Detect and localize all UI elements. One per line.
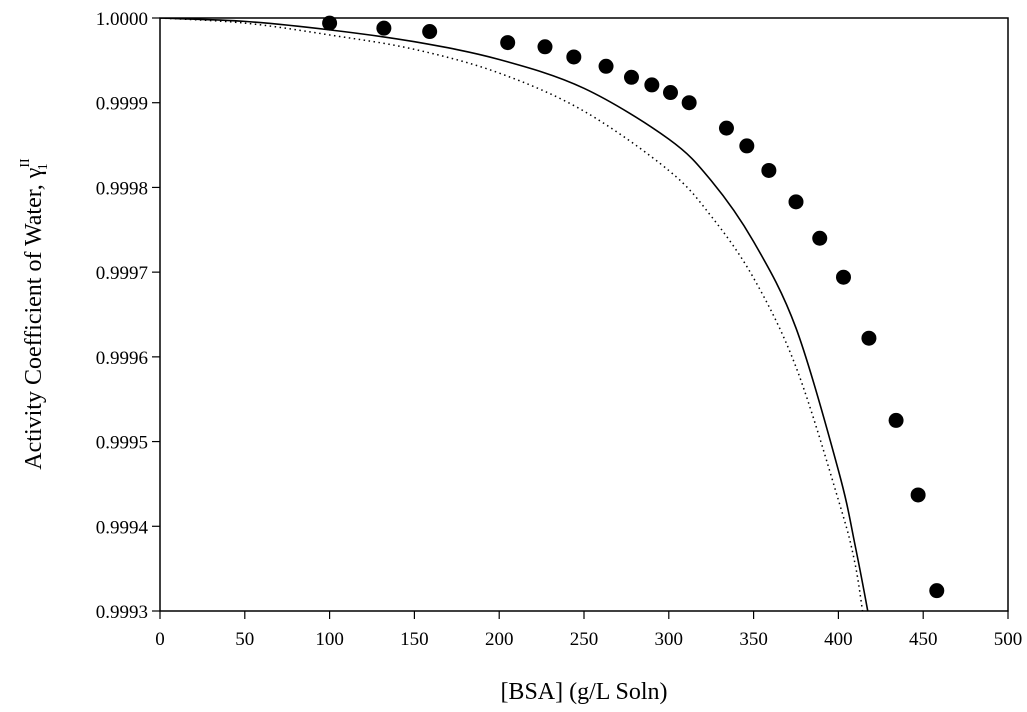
data-point [812, 230, 828, 246]
x-axis-title: [BSA] (g/L Soln) [500, 679, 667, 705]
data-point [861, 330, 877, 346]
x-tick-label: 150 [400, 629, 429, 650]
plot-frame [159, 17, 1009, 612]
data-point [623, 69, 639, 85]
y-axis-title-main: Activity Coefficient of Water, γ [21, 167, 47, 469]
series-layer [160, 15, 945, 611]
dotted-curve [160, 18, 885, 611]
y-tick-labels: 0.9993 0.9994 0.9995 0.9996 0.9997 0.9998 0.99… [96, 9, 149, 623]
data-point [718, 120, 734, 136]
data-point [761, 162, 777, 178]
x-tick-label: 350 [739, 629, 768, 650]
y-tick-label: 0.9997 [96, 263, 148, 284]
y-axis-title-subscript: 1 [36, 163, 51, 170]
data-point [662, 85, 678, 101]
data-point [739, 138, 755, 154]
data-point [376, 20, 392, 36]
y-tick-label: 0.9994 [96, 517, 149, 538]
y-tick-label: 0.9999 [96, 94, 148, 115]
data-point [537, 39, 553, 55]
data-point [322, 15, 338, 31]
axis-ticks [152, 17, 1009, 619]
data-point [644, 77, 660, 93]
data-point [910, 487, 926, 503]
y-tick-label: 0.9995 [96, 433, 148, 454]
x-tick-label: 100 [315, 629, 344, 650]
x-tick-label: 450 [909, 629, 938, 650]
x-tick-label: 400 [824, 629, 853, 650]
x-tick-label: 500 [994, 629, 1023, 650]
data-point [929, 583, 945, 599]
y-axis-title-superscript: II [18, 158, 33, 168]
x-tick-label: 50 [235, 629, 254, 650]
data-point [681, 95, 697, 111]
y-tick-label: 0.9993 [96, 602, 148, 623]
x-tick-label: 200 [485, 629, 514, 650]
data-point [835, 269, 851, 285]
y-tick-label: 0.9996 [96, 348, 148, 369]
x-tick-labels: 0 50 100 150 200 250 300 350 400 450 500 [155, 629, 1022, 650]
data-point [566, 49, 582, 65]
x-tick-label: 300 [655, 629, 684, 650]
data-point [788, 194, 804, 210]
data-point [888, 412, 904, 428]
data-point [500, 35, 516, 51]
y-tick-label: 0.9998 [96, 178, 148, 199]
solid-curve [160, 18, 910, 611]
x-tick-label: 250 [570, 629, 599, 650]
x-tick-label: 0 [155, 629, 165, 650]
y-axis-title: Activity Coefficient of Water, γII 1 [18, 158, 51, 470]
y-tick-label: 1.0000 [96, 9, 148, 30]
data-point [422, 24, 438, 40]
data-point [598, 58, 614, 74]
